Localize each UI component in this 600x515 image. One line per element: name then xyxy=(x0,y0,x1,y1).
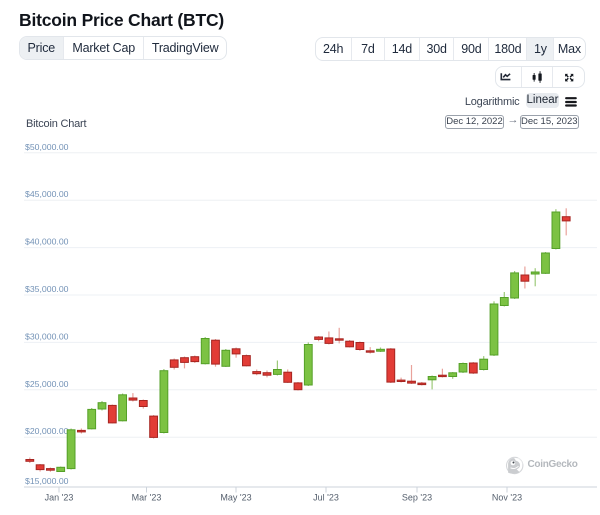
svg-text:Mar '23: Mar '23 xyxy=(132,493,162,503)
svg-text:$30,000.00: $30,000.00 xyxy=(25,331,69,341)
svg-text:Jan '23: Jan '23 xyxy=(45,493,74,503)
svg-text:$35,000.00: $35,000.00 xyxy=(25,284,69,294)
svg-text:Jul '23: Jul '23 xyxy=(313,493,339,503)
svg-text:$20,000.00: $20,000.00 xyxy=(25,426,69,436)
svg-text:Nov '23: Nov '23 xyxy=(492,493,522,503)
svg-text:$40,000.00: $40,000.00 xyxy=(25,237,69,247)
svg-text:$15,000.00: $15,000.00 xyxy=(25,476,69,486)
svg-text:$25,000.00: $25,000.00 xyxy=(25,379,69,389)
svg-text:May '23: May '23 xyxy=(220,493,251,503)
svg-text:$45,000.00: $45,000.00 xyxy=(25,189,69,199)
svg-text:Sep '23: Sep '23 xyxy=(402,493,432,503)
svg-text:$50,000.00: $50,000.00 xyxy=(25,142,69,152)
